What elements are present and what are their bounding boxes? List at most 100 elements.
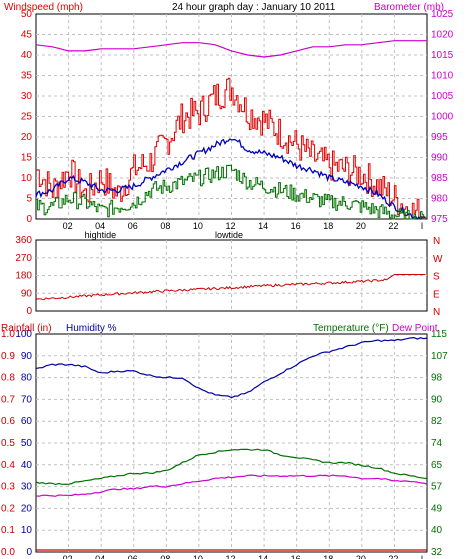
x-tick-label-wind: 08 [160,221,170,231]
direction-series-line [35,274,426,301]
y-tick-label-direction: 0 [26,306,32,317]
y-tick-label-wind: 15 [21,153,33,164]
y2-tick-label-baro: 1000 [431,112,454,123]
y-tick-label-wind: 50 [21,9,33,20]
humidity-series-line [35,336,428,399]
compass-label: S [433,272,440,283]
rainfall-tick-label: 0.7 [1,394,15,405]
y2-tick-label-temperature: 40 [431,525,443,536]
y2-tick-label-baro: 985 [431,173,448,184]
y-tick-label-wind: 45 [21,30,33,41]
rainfall-tick-label: 0.9 [1,351,15,362]
x-tick-label-climate: 10 [193,554,203,559]
y-tick-label-wind: 20 [21,132,33,143]
y2-tick-label-temperature: 74 [431,438,443,449]
x-tick-label-climate: 22 [388,554,398,559]
x-tick-label-climate: 14 [258,554,268,559]
x-tick-label-climate: 02 [63,554,73,559]
compass-label: E [433,289,440,300]
y-tick-label-humidity: 30 [21,482,33,493]
y2-tick-label-baro: 1025 [431,9,454,20]
dewpoint-axis-label: Dew Point [392,323,438,334]
y-tick-label-wind: 10 [21,173,33,184]
x-tick-label-climate: 06 [128,554,138,559]
rainfall-axis-label: Rainfall (in) [1,323,52,334]
x-tick-label-climate: 04 [95,554,105,559]
y2-tick-label-baro: 990 [431,153,448,164]
x-tick-label-wind: 14 [258,221,268,231]
y-tick-label-direction: 180 [15,271,32,282]
y-tick-label-wind: 0 [26,214,32,225]
y-tick-label-humidity: 70 [21,394,33,405]
dew-point-series-line [35,474,428,497]
x-tick-label-climate: 16 [291,554,301,559]
humidity-axis-label: Humidity % [66,323,117,334]
x-tick-label-wind: 18 [323,221,333,231]
axis-layer: 02 04 06 08 10 12 14 16 18 20 22 l hightide lowtide 0 5… [1,9,454,559]
x-tick-label-wind: 04 [95,221,105,231]
x-tick-label-climate: l [421,554,423,559]
rainfall-tick-label: 0.1 [1,525,15,536]
x-tick-label-wind: 02 [63,221,73,231]
x-tick-label-wind: 12 [226,221,236,231]
rainfall-tick-label: 0.8 [1,373,15,384]
y-tick-label-humidity: 0 [26,547,32,558]
y-tick-label-wind: 5 [26,194,32,205]
y2-tick-label-temperature: 57 [431,482,443,493]
y-tick-label-humidity: 10 [21,525,33,536]
y-tick-label-direction: 270 [15,253,32,264]
rainfall-tick-label: 0.0 [1,547,15,558]
x-tick-label-wind: 16 [291,221,301,231]
y-tick-label-humidity: 100 [15,329,32,340]
y2-tick-label-temperature: 115 [431,329,447,340]
y-tick-label-direction: 90 [21,288,33,299]
y2-tick-label-baro: 980 [431,194,448,205]
barometer-axis-label: Barometer (mb) [374,2,444,13]
compass-label: N [433,307,440,318]
y-tick-label-wind: 25 [21,112,33,123]
wind-minimum-series-line [36,164,426,220]
x-tick-label-wind: 22 [388,221,398,231]
y2-tick-label-temperature: 98 [431,373,443,384]
compass-label: N [433,236,440,247]
rainfall-tick-label: 0.4 [1,460,15,471]
x-tick-label-climate: 08 [160,554,170,559]
y2-tick-label-baro: 1015 [431,50,454,61]
y2-tick-label-baro: 975 [431,214,448,225]
y2-tick-label-baro: 995 [431,132,448,143]
compass-label: W [433,254,443,265]
y-tick-label-direction: 360 [15,235,32,246]
x-tick-label-wind: 20 [356,221,366,231]
x-tick-label-climate: 20 [356,554,366,559]
y-tick-label-humidity: 40 [21,460,33,471]
wind-gust-series-line [36,77,426,220]
tide-label-wind: hightide [85,230,117,240]
rainfall-tick-label: 1.0 [1,329,15,340]
y2-tick-label-temperature: 82 [431,416,443,427]
grid-layer [36,14,427,552]
y2-tick-label-baro: 1005 [431,91,454,102]
x-tick-label-wind: l [421,221,423,231]
rainfall-tick-label: 0.5 [1,438,15,449]
rainfall-tick-label: 0.3 [1,482,15,493]
y2-tick-label-temperature: 107 [431,351,448,362]
y-tick-label-humidity: 20 [21,503,33,514]
y2-tick-label-temperature: 65 [431,460,443,471]
y-tick-label-humidity: 50 [21,438,33,449]
temperature-series-line [35,448,428,486]
y2-tick-label-temperature: 32 [431,547,443,558]
barometer-series-line [35,40,427,58]
y2-tick-label-temperature: 49 [431,503,443,514]
y-tick-label-humidity: 90 [21,351,33,362]
rainfall-tick-label: 0.2 [1,503,15,514]
chart-title: 24 hour graph day : January 10 2011 [172,2,336,13]
wind-average-series-line [35,138,426,221]
wind-axis-label: Windspeed (mph) [4,2,83,13]
tide-label-wind: lowtide [215,230,243,240]
y-tick-label-humidity: 60 [21,416,33,427]
y-tick-label-wind: 40 [21,50,33,61]
y2-tick-label-baro: 1020 [431,30,454,41]
temperature-axis-label: Temperature (°F) [313,323,389,334]
